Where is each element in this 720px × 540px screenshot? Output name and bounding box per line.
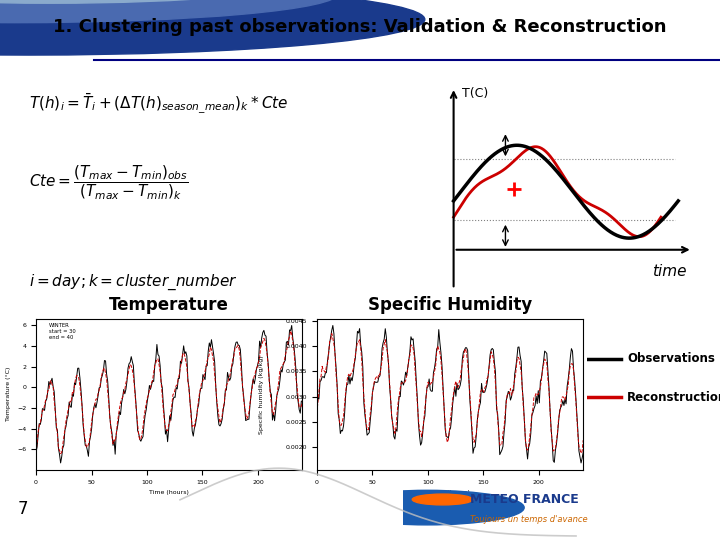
X-axis label: Time (hours): Time (hours) xyxy=(430,490,470,495)
Text: Specific Humidity: Specific Humidity xyxy=(368,296,532,314)
Text: $i = day; k = cluster\_number$: $i = day; k = cluster\_number$ xyxy=(29,273,238,292)
Text: METEO FRANCE: METEO FRANCE xyxy=(469,493,578,506)
Y-axis label: Temperature (°C): Temperature (°C) xyxy=(6,367,12,421)
Circle shape xyxy=(0,0,425,55)
Text: $Cte = \dfrac{(T_{max} - T_{min})_{obs}}{(T_{max} - T_{min})_k}$: $Cte = \dfrac{(T_{max} - T_{min})_{obs}}… xyxy=(29,164,189,201)
Text: Toujours un temps d'avance: Toujours un temps d'avance xyxy=(469,515,588,524)
Circle shape xyxy=(330,490,524,525)
Circle shape xyxy=(0,0,338,23)
Text: $T(h)_i = \bar{T}_i + (\Delta T(h)_{season\_mean})_k * Cte$: $T(h)_i = \bar{T}_i + (\Delta T(h)_{seas… xyxy=(29,92,289,116)
Text: Temperature: Temperature xyxy=(109,296,229,314)
Text: Observations: Observations xyxy=(627,353,715,366)
Text: T(C): T(C) xyxy=(462,87,488,100)
Circle shape xyxy=(413,494,473,505)
Text: Reconstruction: Reconstruction xyxy=(627,390,720,403)
X-axis label: Time (hours): Time (hours) xyxy=(149,490,189,495)
Text: WINTER
start = 30
end = 40: WINTER start = 30 end = 40 xyxy=(49,323,76,340)
Text: time: time xyxy=(652,264,687,279)
Circle shape xyxy=(0,0,302,3)
Text: 1. Clustering past observations: Validation & Reconstruction: 1. Clustering past observations: Validat… xyxy=(53,18,667,36)
Text: 7: 7 xyxy=(18,501,29,518)
Y-axis label: Specific humidity (kg/kg): Specific humidity (kg/kg) xyxy=(258,355,264,434)
